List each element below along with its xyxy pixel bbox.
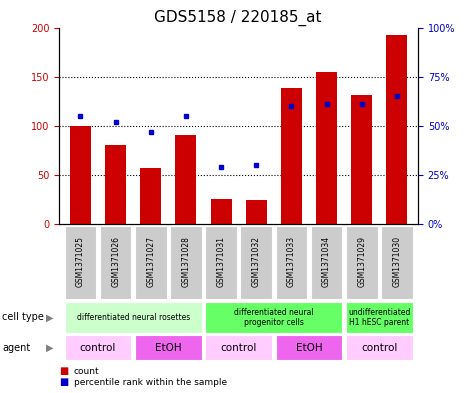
Text: ▶: ▶	[46, 343, 54, 353]
Bar	[170, 226, 202, 299]
Bar	[210, 199, 232, 224]
Text: EtOH: EtOH	[155, 343, 181, 353]
Text: undifferentiated
H1 hESC parent: undifferentiated H1 hESC parent	[348, 308, 410, 327]
Bar	[316, 72, 337, 224]
Bar	[140, 168, 162, 224]
Bar	[276, 226, 307, 299]
Bar	[381, 226, 413, 299]
Bar	[65, 226, 96, 299]
Text: ■: ■	[59, 366, 68, 376]
Bar	[240, 226, 272, 299]
Text: GSM1371025: GSM1371025	[76, 236, 85, 287]
Text: ■: ■	[59, 377, 68, 387]
Bar	[346, 226, 378, 299]
Bar	[175, 134, 197, 224]
Bar	[386, 35, 408, 224]
Text: GSM1371026: GSM1371026	[111, 236, 120, 287]
Bar	[311, 226, 342, 299]
Bar	[135, 226, 167, 299]
Bar	[65, 335, 132, 360]
Text: control: control	[220, 343, 257, 353]
Text: GSM1371027: GSM1371027	[146, 236, 155, 287]
Bar	[205, 335, 272, 360]
Text: cell type: cell type	[2, 312, 44, 322]
Bar	[205, 302, 342, 333]
Text: EtOH: EtOH	[296, 343, 323, 353]
Text: count: count	[74, 367, 99, 376]
Text: ▶: ▶	[46, 312, 54, 322]
Text: control: control	[361, 343, 398, 353]
Bar	[135, 335, 202, 360]
Bar	[246, 200, 267, 224]
Text: GSM1371034: GSM1371034	[322, 236, 331, 287]
Text: differentiated neural
progenitor cells: differentiated neural progenitor cells	[234, 308, 314, 327]
Bar	[351, 95, 372, 224]
Bar	[205, 226, 237, 299]
Bar	[105, 145, 126, 224]
Text: percentile rank within the sample: percentile rank within the sample	[74, 378, 227, 387]
Text: GSM1371032: GSM1371032	[252, 236, 261, 287]
Text: control: control	[80, 343, 116, 353]
Text: GSM1371031: GSM1371031	[217, 236, 226, 287]
Bar	[65, 302, 202, 333]
Bar	[276, 335, 342, 360]
Bar	[346, 335, 413, 360]
Bar	[70, 126, 91, 224]
Bar	[346, 302, 413, 333]
Text: GSM1371033: GSM1371033	[287, 236, 296, 287]
Bar	[281, 88, 302, 224]
Text: differentiated neural rosettes: differentiated neural rosettes	[76, 313, 190, 322]
Text: GDS5158 / 220185_at: GDS5158 / 220185_at	[154, 10, 321, 26]
Bar	[100, 226, 132, 299]
Text: agent: agent	[2, 343, 30, 353]
Text: GSM1371029: GSM1371029	[357, 236, 366, 287]
Text: GSM1371028: GSM1371028	[181, 236, 190, 287]
Text: GSM1371030: GSM1371030	[392, 236, 401, 287]
